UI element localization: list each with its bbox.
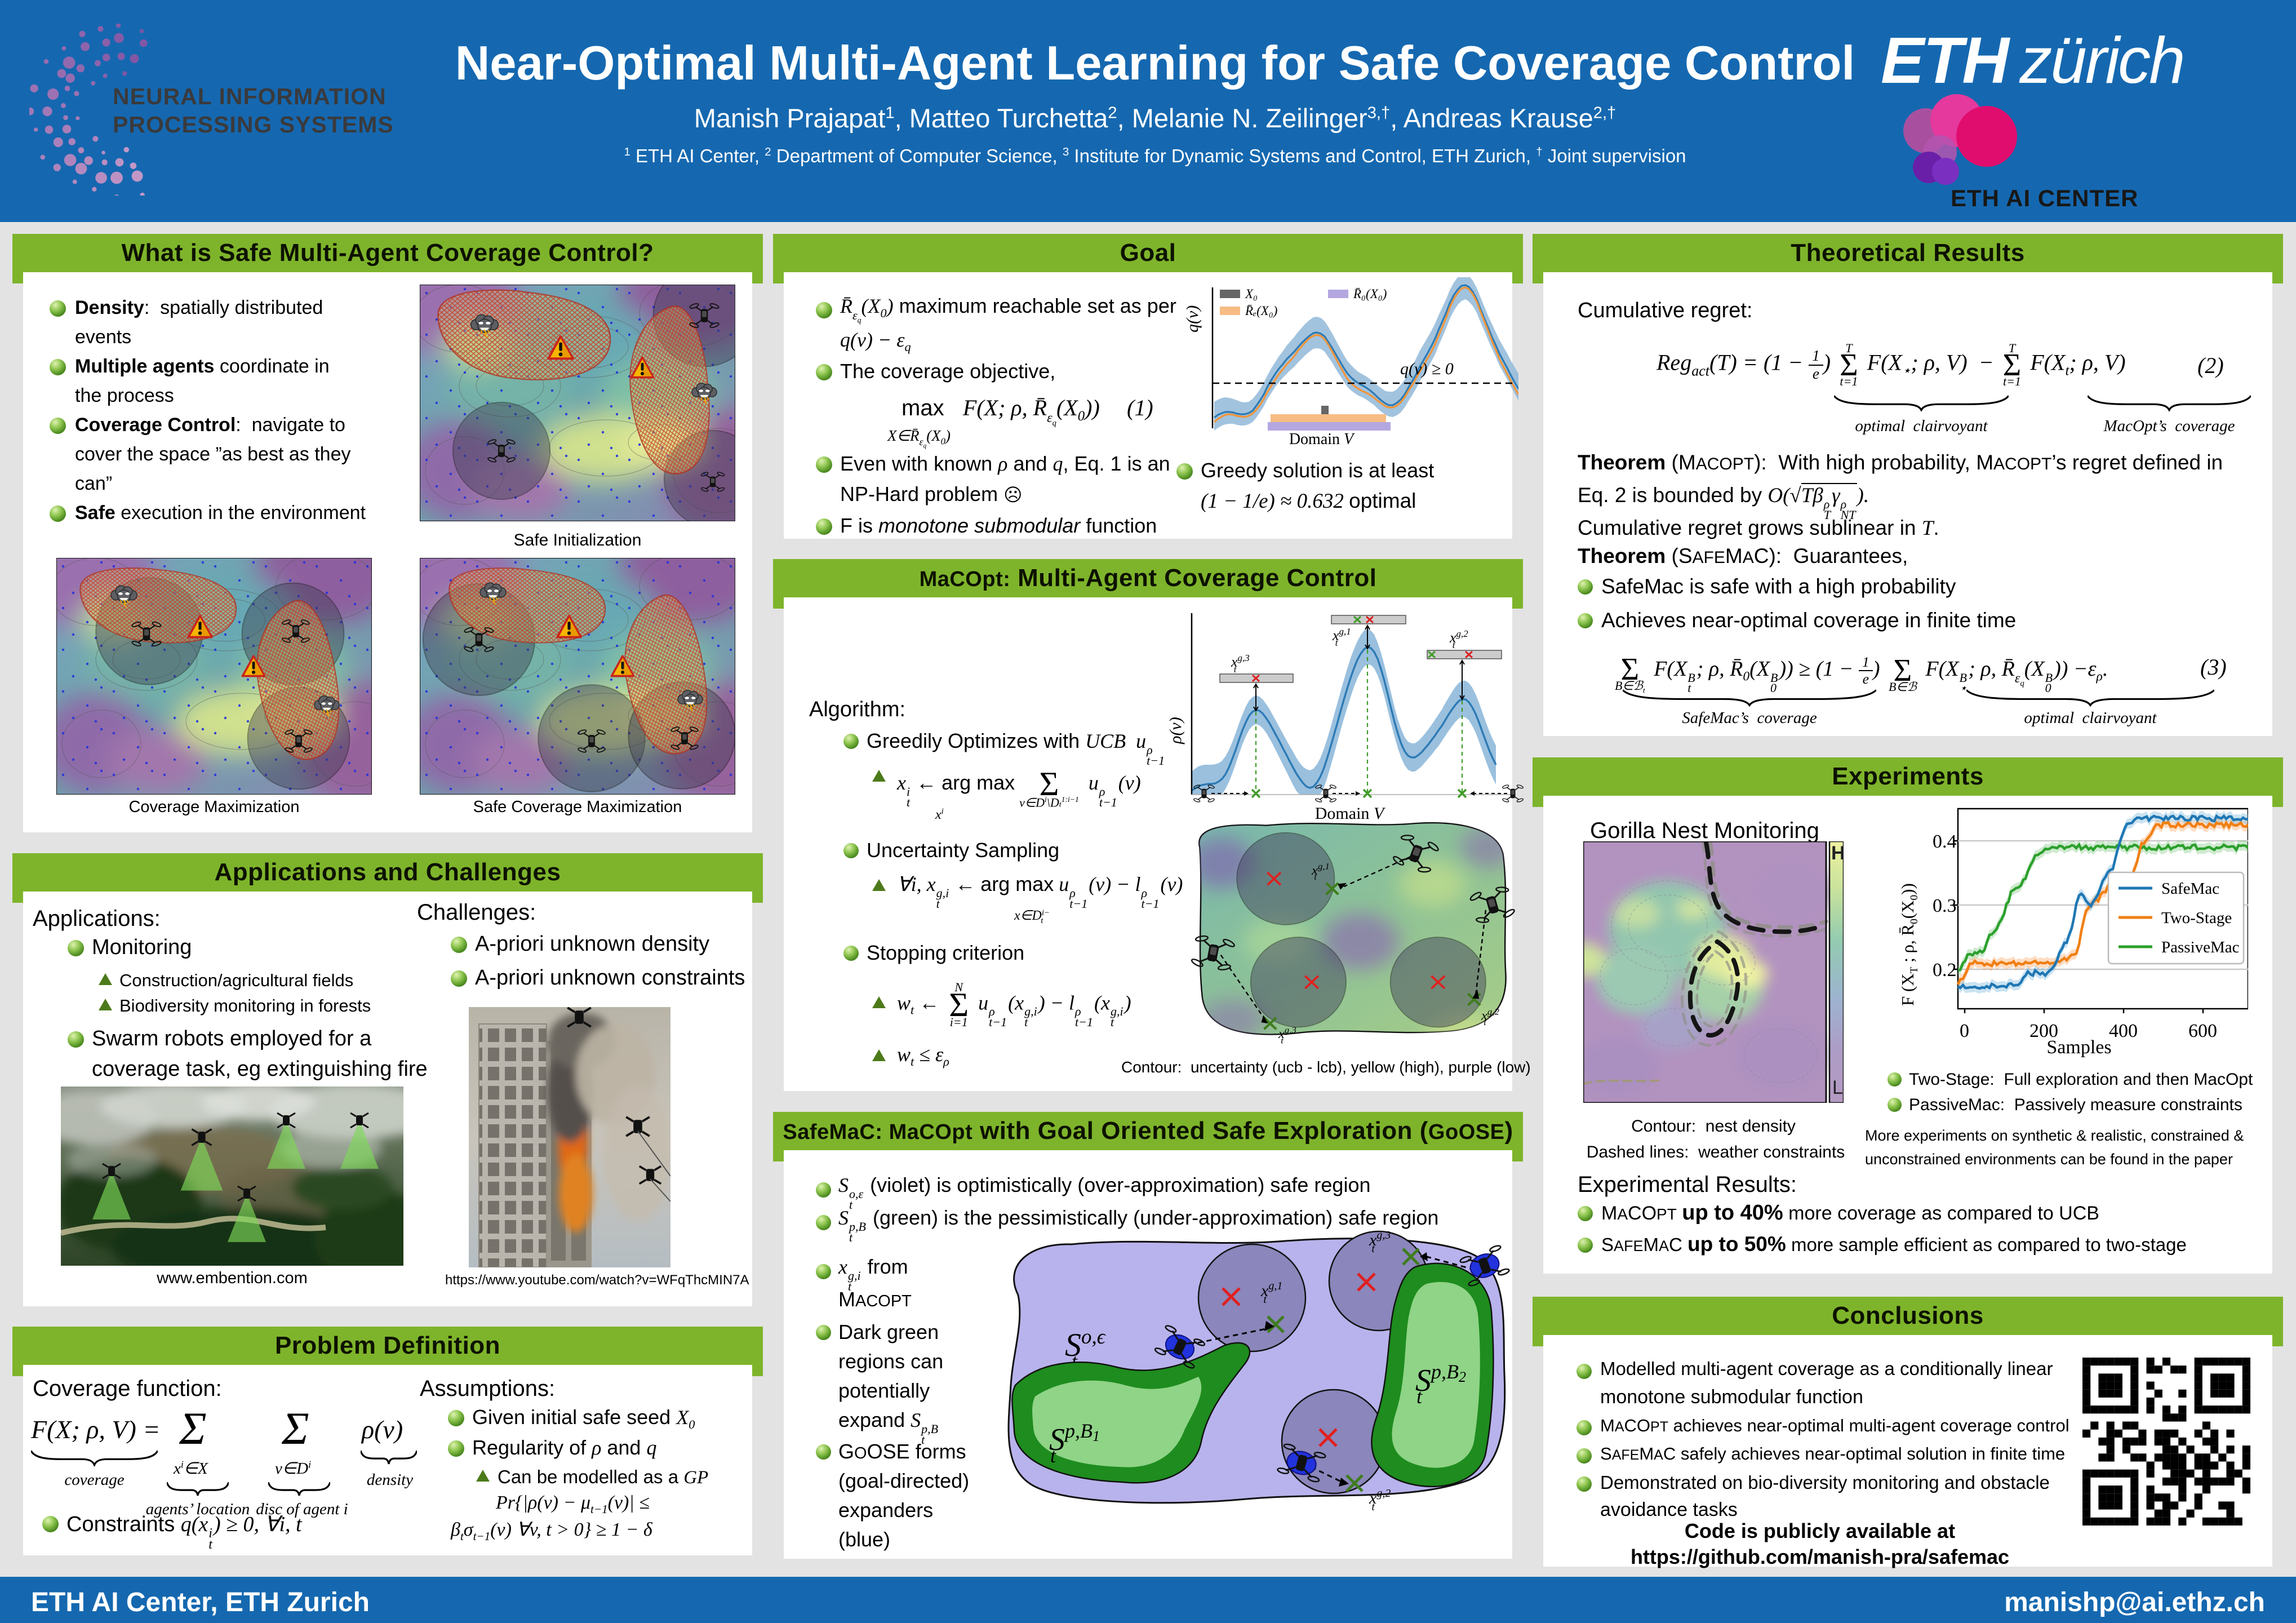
svg-text:SafeMac: SafeMac xyxy=(2161,880,2219,898)
svg-text:H: H xyxy=(1831,842,1844,864)
svg-text:L: L xyxy=(1832,1077,1843,1098)
svg-text:0.4: 0.4 xyxy=(1933,831,1957,852)
svg-text:PassiveMac: PassiveMac xyxy=(2161,938,2240,956)
svg-text:0.2: 0.2 xyxy=(1933,960,1957,981)
svg-text:X₀: X₀ xyxy=(1245,287,1258,301)
svg-text:xg,2t: xg,2 t xyxy=(1449,628,1468,650)
svg-text:0: 0 xyxy=(1960,1021,1969,1041)
svg-text:xg,1t: xg,1 t xyxy=(1332,626,1351,648)
svg-text:xg,3t: xg,3 t xyxy=(1278,1025,1296,1045)
svg-text:600: 600 xyxy=(2188,1021,2217,1041)
svg-text:400: 400 xyxy=(2109,1021,2138,1041)
svg-text:q(v) ≥ 0: q(v) ≥ 0 xyxy=(1400,360,1454,378)
svg-text:xg,2t: xg,2 t xyxy=(1369,1487,1391,1513)
svg-text:200: 200 xyxy=(2029,1021,2058,1041)
svg-text:R̄ₑ(X₀): R̄ₑ(X₀) xyxy=(1245,304,1277,318)
svg-text:Domain V: Domain V xyxy=(1289,431,1355,446)
svg-text:xg,3t: xg,3 t xyxy=(1231,653,1250,675)
svg-text:0.3: 0.3 xyxy=(1933,895,1957,916)
svg-text:R̄₀(X₀): R̄₀(X₀) xyxy=(1353,287,1387,301)
svg-text:Two-Stage: Two-Stage xyxy=(2161,909,2232,927)
svg-text:Domain V: Domain V xyxy=(1315,804,1386,823)
